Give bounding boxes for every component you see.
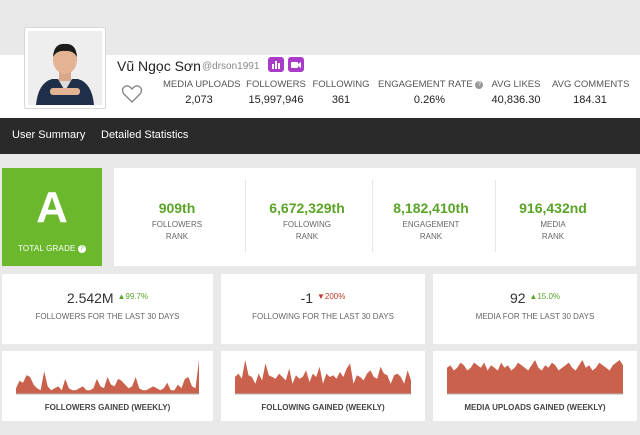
help-icon[interactable]: ? xyxy=(475,81,484,89)
profile-handle: @drson1991 xyxy=(202,61,260,72)
stat-engagement-rate: ENGAGEMENT RATE ? 0.26% xyxy=(378,79,484,106)
help-icon[interactable]: ? xyxy=(78,245,87,253)
stat-followers: FOLLOWERS 15,997,946 xyxy=(246,79,306,106)
media-uploads-gained-chart xyxy=(447,360,623,395)
top-band xyxy=(0,0,640,55)
followers-30-value: 2.542M xyxy=(66,290,114,306)
media-uploads-gained-chart-card: MEDIA UPLOADS GAINED (WEEKLY) xyxy=(433,351,637,421)
nav-bar: User Summary Detailed Statistics xyxy=(0,118,640,154)
grade-letter: A xyxy=(36,183,68,232)
media-30-value: 92 xyxy=(509,290,526,306)
followers-gained-chart xyxy=(16,360,199,395)
following-last-30-card: -1 ▼200% FOLLOWING FOR THE LAST 30 DAYS xyxy=(221,274,425,344)
chart-area xyxy=(447,360,623,394)
heart-icon[interactable] xyxy=(121,84,143,104)
followers-last-30-card: 2.542M ▲99.7% FOLLOWERS FOR THE LAST 30 … xyxy=(2,274,213,344)
media-uploads-gained-caption: MEDIA UPLOADS GAINED (WEEKLY) xyxy=(464,403,606,412)
profile-name: Vũ Ngọc Sơn xyxy=(117,58,201,74)
media-30-caption: MEDIA FOR THE LAST 30 DAYS xyxy=(475,312,595,321)
stat-avg-likes: AVG LIKES 40,836.30 xyxy=(491,79,541,106)
followers-gained-caption: FOLLOWERS GAINED (WEEKLY) xyxy=(44,403,171,412)
following-30-value: -1 xyxy=(300,290,314,306)
followers-gained-chart-card: FOLLOWERS GAINED (WEEKLY) xyxy=(2,351,213,421)
followers-30-caption: FOLLOWERS FOR THE LAST 30 DAYS xyxy=(35,312,180,321)
following-gained-caption: FOLLOWING GAINED (WEEKLY) xyxy=(261,403,385,412)
avatar xyxy=(24,27,106,109)
rank-followers: 909th FOLLOWERS RANK xyxy=(151,200,203,241)
tab-user-summary[interactable]: User Summary xyxy=(12,129,86,141)
media-last-30-card: 92 ▲15.0% MEDIA FOR THE LAST 30 DAYS xyxy=(433,274,637,344)
following-30-caption: FOLLOWING FOR THE LAST 30 DAYS xyxy=(252,312,394,321)
total-grade-card: A TOTAL GRADE ? xyxy=(2,168,102,266)
chart-area xyxy=(16,360,199,394)
followers-30-change: ▲99.7% xyxy=(117,292,149,301)
following-gained-chart xyxy=(235,360,411,395)
video-icon[interactable] xyxy=(288,57,304,72)
divider xyxy=(372,180,373,252)
rank-engagement: 8,182,410th ENGAGEMENT RANK xyxy=(393,200,469,241)
stat-following: FOLLOWING 361 xyxy=(312,79,370,106)
media-30-change: ▲15.0% xyxy=(529,292,561,301)
stat-media-uploads: MEDIA UPLOADS 2,073 xyxy=(163,79,241,106)
following-gained-chart-card: FOLLOWING GAINED (WEEKLY) xyxy=(221,351,425,421)
chart-area xyxy=(235,360,411,394)
chart-icon[interactable] xyxy=(268,57,284,72)
rank-following: 6,672,329th FOLLOWING RANK xyxy=(269,200,345,241)
grade-label: TOTAL GRADE xyxy=(17,244,76,253)
profile-header xyxy=(0,55,640,118)
divider xyxy=(245,180,246,252)
tab-detailed-statistics[interactable]: Detailed Statistics xyxy=(101,129,189,141)
ranks-card xyxy=(114,168,636,266)
divider xyxy=(495,180,496,252)
stat-avg-comments: AVG COMMENTS 184.31 xyxy=(552,79,630,106)
rank-media: 916,432nd MEDIA RANK xyxy=(519,200,587,241)
following-30-change: ▼200% xyxy=(316,292,346,301)
